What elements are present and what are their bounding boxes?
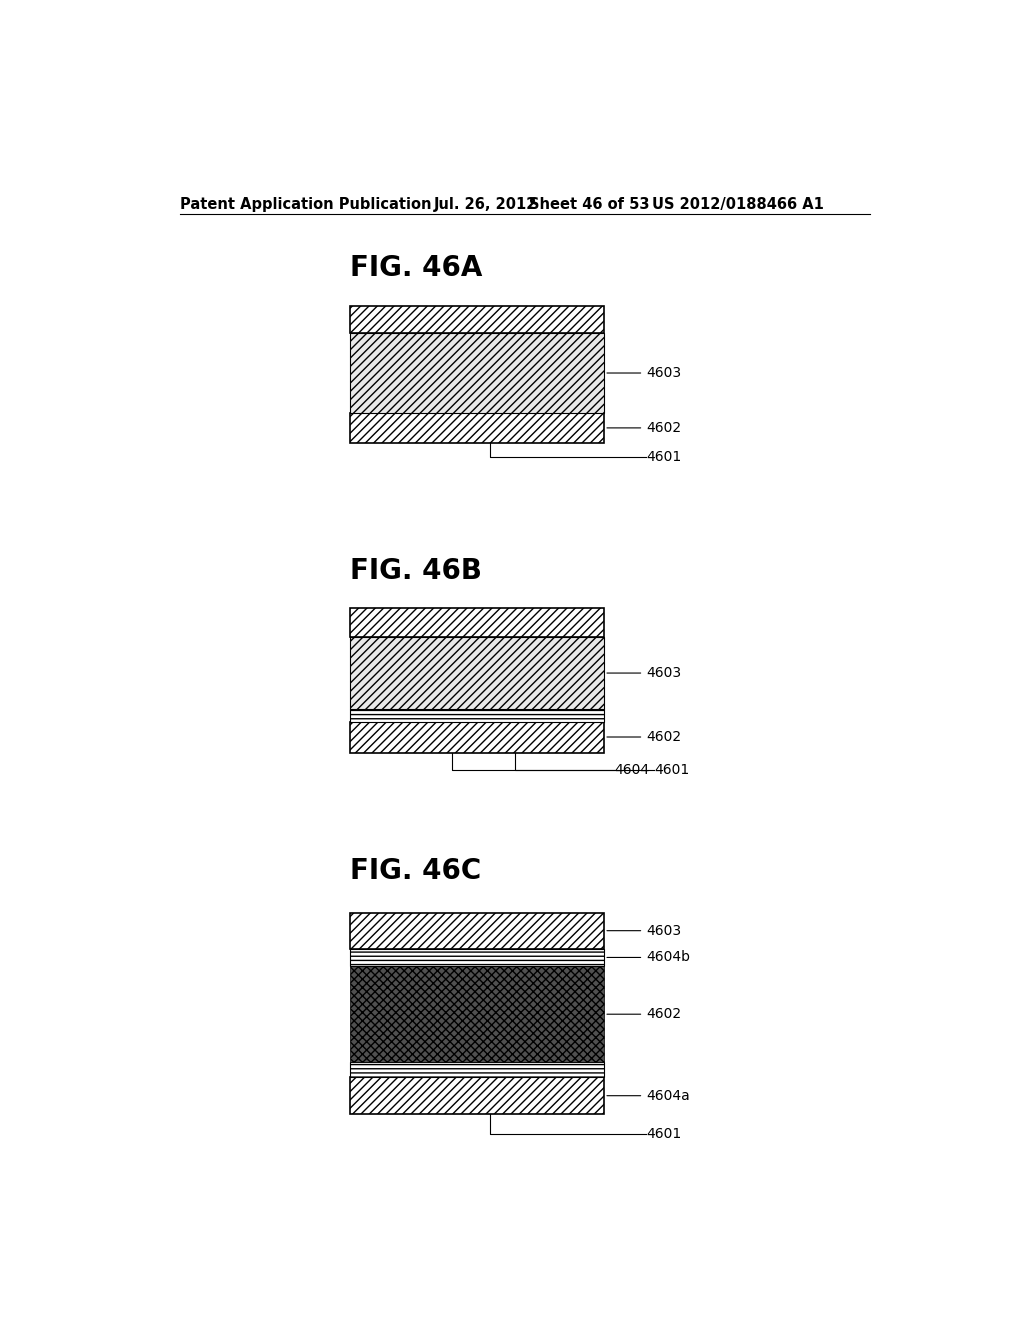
Text: 4604a: 4604a [607, 1089, 690, 1102]
Bar [350, 636, 604, 709]
Text: Patent Application Publication: Patent Application Publication [179, 197, 431, 211]
Text: 4603: 4603 [607, 924, 681, 937]
Text: 4601: 4601 [646, 1127, 681, 1140]
Text: 4601: 4601 [654, 763, 689, 777]
Text: FIG. 46B: FIG. 46B [350, 557, 482, 585]
Text: 4602: 4602 [607, 1007, 681, 1022]
Text: FIG. 46A: FIG. 46A [350, 255, 482, 282]
Bar [350, 722, 604, 752]
Text: 4604: 4604 [614, 763, 649, 777]
Bar [350, 949, 604, 966]
Text: 4602: 4602 [607, 421, 681, 434]
Bar [350, 1077, 604, 1114]
Bar [350, 1063, 604, 1077]
Bar [350, 306, 604, 333]
Bar [350, 912, 604, 949]
Text: Jul. 26, 2012: Jul. 26, 2012 [433, 197, 537, 211]
Text: 4602: 4602 [607, 730, 681, 744]
Text: 4601: 4601 [646, 450, 681, 463]
Text: US 2012/0188466 A1: US 2012/0188466 A1 [652, 197, 823, 211]
Text: FIG. 46C: FIG. 46C [350, 857, 481, 886]
Bar [350, 966, 604, 1063]
Bar [350, 333, 604, 413]
Text: Sheet 46 of 53: Sheet 46 of 53 [528, 197, 649, 211]
Bar [350, 709, 604, 722]
Text: 4603: 4603 [607, 667, 681, 680]
Bar [350, 413, 604, 444]
Text: 4604b: 4604b [607, 950, 690, 965]
Bar [350, 607, 604, 636]
Text: 4603: 4603 [607, 366, 681, 380]
